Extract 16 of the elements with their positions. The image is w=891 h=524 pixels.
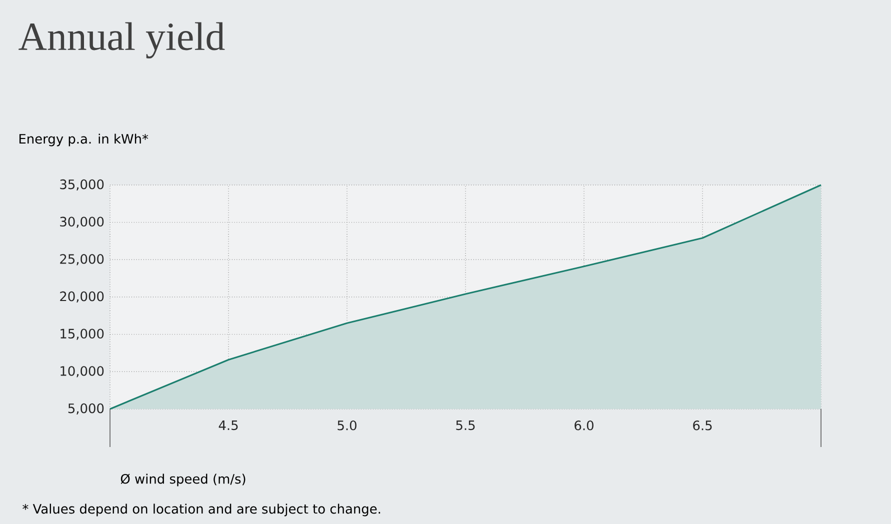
y-tick-label: 15,000	[60, 328, 104, 340]
y-axis-title: Energy p.a. in kWh*	[19, 134, 148, 146]
x-tick-label: 6.5	[693, 420, 712, 430]
x-tick-label: 6.0	[574, 420, 594, 430]
y-tick-label: 35,000	[60, 179, 104, 191]
y-tick-label: 10,000	[60, 366, 104, 378]
text: * Values depend on location and are subject to change.	[22, 504, 380, 516]
y-tick-label: 20,000	[60, 291, 104, 303]
y-tick-label: 30,000	[60, 216, 104, 228]
x-tick-label: 5.5	[456, 420, 475, 430]
chart-title: Annual yield	[18, 22, 225, 58]
y-tick-label: 5,000	[68, 403, 104, 415]
y-tick-label: 25,000	[60, 254, 104, 266]
x-axis-title: Ø wind speed (m/s)	[120, 474, 246, 486]
x-tick-label: 4.5	[218, 420, 238, 430]
x-tick-label: 5.0	[338, 420, 356, 430]
